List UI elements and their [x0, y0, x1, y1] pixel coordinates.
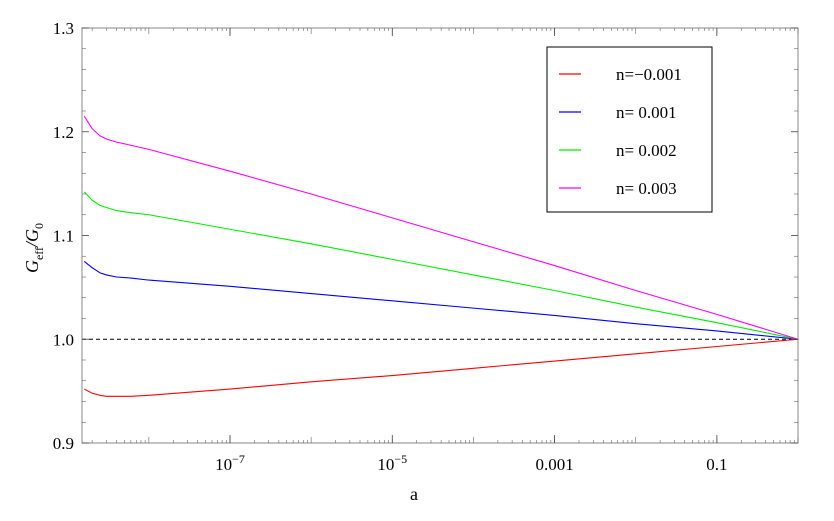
legend-label-4: n= 0.003	[616, 179, 677, 198]
series-line-2	[83, 261, 799, 340]
x-axis-label: a	[410, 484, 418, 504]
series-layer	[83, 115, 799, 397]
y-axis-label: Geff/G0	[22, 223, 46, 273]
y-axis-label-main: G	[22, 260, 42, 273]
legend-label-3: n= 0.002	[616, 141, 677, 160]
series-line-3	[83, 191, 799, 340]
series-line-4	[83, 115, 799, 340]
y-tick-label: 1.2	[53, 123, 74, 142]
x-tick-label: 0.1	[706, 455, 727, 474]
y-axis-label-sub1: eff	[32, 247, 46, 260]
legend-label-2: n= 0.001	[616, 103, 677, 122]
series-line-1	[84, 338, 799, 397]
x-tick-label: 10−7	[215, 452, 245, 474]
y-tick-label: 1.1	[53, 227, 74, 246]
y-tick-label: 1.0	[53, 330, 74, 349]
y-axis-label-sub2: 0	[32, 223, 46, 229]
ticks-group: 0.9 1.0 1.1 1.2 1.3 10−7 10−5 0.001 0.1	[53, 19, 799, 474]
y-axis-label-sep: /G	[22, 229, 42, 248]
x-tick-label: 10−5	[377, 452, 407, 474]
y-tick-label: 1.3	[53, 19, 74, 38]
y-tick-label: 0.9	[53, 434, 74, 453]
legend-label-1: n=−0.001	[616, 65, 682, 84]
x-tick-label: 0.001	[535, 455, 573, 474]
legend: n=−0.001 n= 0.001 n= 0.002 n= 0.003	[546, 46, 713, 213]
